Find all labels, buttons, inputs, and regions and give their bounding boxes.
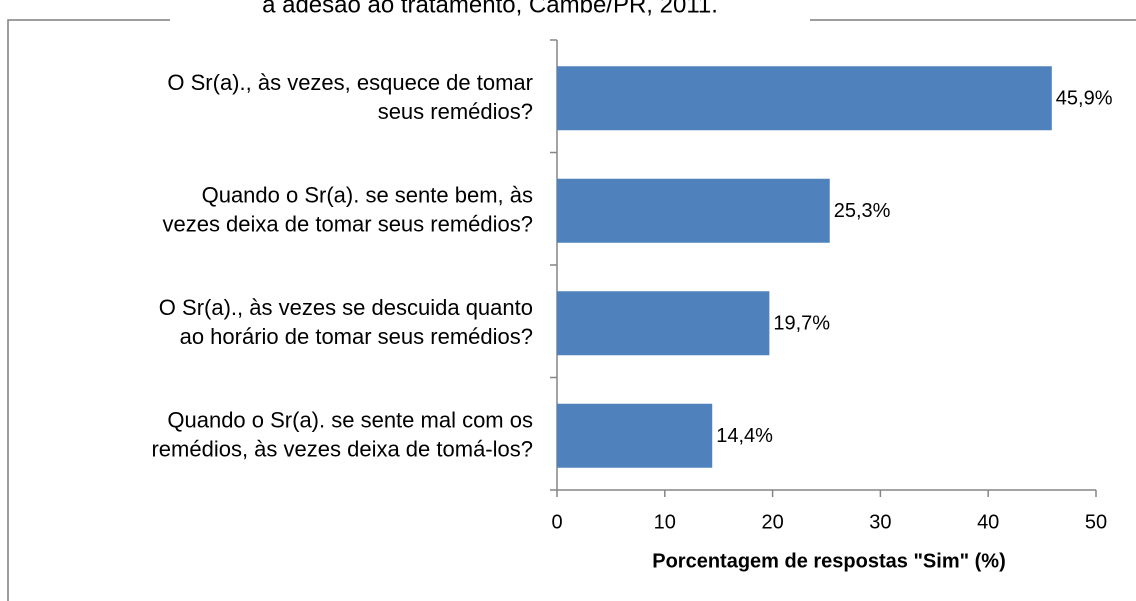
x-tick-label: 0 [551, 511, 562, 533]
bar [557, 403, 713, 468]
y-tick-label: O Sr(a)., às vezes, esquece de tomar seus… [167, 70, 533, 124]
x-axis-label: Porcentagem de respostas "Sim" (%) [652, 550, 1006, 572]
bar [557, 291, 770, 356]
bar [557, 178, 830, 243]
x-tick-label: 30 [869, 511, 891, 533]
bar [557, 66, 1052, 131]
y-tick-label: Quando o Sr(a). se sente bem, às vezes de… [162, 182, 533, 236]
data-label: 14,4% [716, 425, 773, 447]
y-tick-label: Quando o Sr(a). se sente mal com os reméd… [151, 407, 533, 461]
x-tick-label: 10 [654, 511, 676, 533]
x-tick-label: 50 [1085, 511, 1107, 533]
data-label: 19,7% [773, 313, 830, 335]
x-tick-label: 40 [977, 511, 999, 533]
y-tick-label: O Sr(a)., às vezes se descuida quanto ao … [159, 295, 533, 349]
data-label: 25,3% [834, 200, 891, 222]
title-background [170, 0, 810, 30]
x-tick-label: 20 [761, 511, 783, 533]
chart-title: a adesão ao tratamento, Cambé/PR, 2011. [262, 0, 718, 18]
data-label: 45,9% [1056, 88, 1113, 110]
